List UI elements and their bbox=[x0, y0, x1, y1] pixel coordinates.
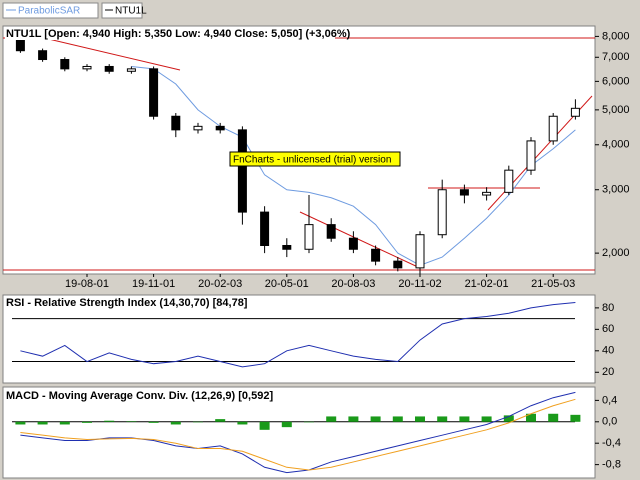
x-tick-label: 21-05-03 bbox=[531, 278, 575, 290]
histogram-bar bbox=[503, 415, 514, 422]
y-tick-label: 2,000 bbox=[602, 247, 630, 259]
trend-line bbox=[299, 211, 421, 269]
header-bg bbox=[5, 27, 335, 40]
trend-line bbox=[39, 36, 181, 71]
candle-body bbox=[260, 211, 270, 246]
histogram-bar bbox=[148, 421, 159, 423]
y-tick-label: 5,000 bbox=[602, 104, 630, 116]
histogram-bar bbox=[259, 421, 270, 430]
legend-label: NTU1L bbox=[115, 6, 147, 17]
price-header: NTU1L [Open: 4,940 High: 5,350 Low: 4,94… bbox=[6, 28, 351, 40]
candle-body bbox=[482, 191, 492, 196]
candle-body bbox=[15, 39, 25, 52]
candle-body bbox=[149, 68, 159, 117]
candle-body bbox=[237, 129, 247, 213]
candle-body bbox=[459, 189, 469, 196]
legend-box bbox=[101, 2, 143, 19]
histogram-bar bbox=[481, 416, 492, 422]
histogram-bar bbox=[415, 416, 425, 422]
x-tick-label: 19-11-01 bbox=[132, 278, 175, 290]
candle-body bbox=[215, 125, 225, 131]
y-tick-label: 6,000 bbox=[602, 75, 630, 87]
histogram-bar bbox=[104, 420, 115, 422]
candle-body bbox=[393, 260, 403, 269]
histogram-bar bbox=[237, 421, 248, 425]
candle-body bbox=[38, 50, 48, 61]
y-tick-label: 0,0 bbox=[602, 416, 617, 428]
candle-body bbox=[304, 224, 314, 250]
candle-body bbox=[504, 169, 514, 193]
candle-body bbox=[282, 244, 292, 250]
histogram-bar bbox=[37, 421, 48, 425]
y-tick-label: 80 bbox=[602, 302, 614, 314]
candle-body bbox=[570, 107, 580, 117]
macd-title: MACD - Moving Average Conv. Div. (12,26,… bbox=[6, 390, 273, 402]
candle-body bbox=[437, 189, 447, 236]
macd-panel bbox=[2, 386, 596, 479]
x-tick-label: 19-08-01 bbox=[65, 278, 109, 290]
histogram-bar bbox=[570, 414, 581, 422]
price-panel bbox=[2, 25, 596, 275]
histogram-bar bbox=[548, 413, 559, 422]
histogram-bar bbox=[82, 421, 92, 423]
histogram-bar bbox=[459, 416, 470, 422]
candle-body bbox=[60, 59, 70, 70]
x-tick-label: 20-02-03 bbox=[198, 278, 242, 290]
sar-line bbox=[131, 65, 576, 266]
candle-body bbox=[371, 248, 381, 262]
y-tick-label: 7,000 bbox=[602, 51, 630, 63]
histogram-bar bbox=[392, 416, 403, 422]
histogram-bar bbox=[281, 421, 292, 428]
y-tick-label: 4,000 bbox=[602, 139, 630, 151]
histogram-bar bbox=[126, 421, 137, 422]
histogram-bar bbox=[348, 416, 359, 422]
histogram-bar bbox=[193, 421, 203, 423]
y-tick-label: 0,4 bbox=[602, 394, 617, 406]
rsi-title: RSI - Relative Strength Index (14,30,70)… bbox=[6, 297, 248, 309]
y-tick-label: 40 bbox=[602, 345, 614, 357]
candle-body bbox=[326, 224, 336, 239]
y-tick-label: 20 bbox=[602, 366, 614, 378]
candle-body bbox=[348, 237, 358, 250]
indicator-line bbox=[20, 302, 576, 368]
histogram-bar bbox=[15, 421, 26, 425]
macd-line bbox=[20, 398, 576, 471]
legend-label: ParabolicSAR bbox=[18, 6, 80, 17]
y-tick-label: 3,000 bbox=[602, 184, 630, 196]
histogram-bar bbox=[526, 413, 536, 422]
candle-body bbox=[193, 125, 203, 131]
watermark-box bbox=[229, 151, 401, 167]
histogram-bar bbox=[326, 416, 337, 422]
x-tick-label: 20-05-01 bbox=[265, 278, 309, 290]
watermark-text: FnCharts - unlicensed (trial) version bbox=[233, 155, 391, 166]
histogram-bar bbox=[437, 416, 448, 422]
candle-body bbox=[548, 115, 558, 142]
histogram-bar bbox=[304, 421, 314, 423]
y-tick-label: -0,4 bbox=[602, 437, 621, 449]
x-tick-label: 20-11-02 bbox=[398, 278, 441, 290]
candle-body bbox=[104, 65, 114, 72]
legend-box bbox=[2, 2, 99, 19]
candle-body bbox=[171, 115, 181, 131]
candle-body bbox=[526, 140, 536, 171]
histogram-bar bbox=[370, 416, 381, 422]
watermark: FnCharts - unlicensed (trial) version bbox=[229, 151, 401, 167]
histogram-bar bbox=[59, 421, 70, 425]
rsi-panel bbox=[2, 294, 596, 384]
candle-body bbox=[415, 234, 425, 269]
candle-body bbox=[126, 68, 136, 72]
x-tick-label: 21-02-01 bbox=[465, 278, 509, 290]
y-tick-label: 8,000 bbox=[602, 30, 630, 42]
y-tick-label: -0,8 bbox=[602, 459, 621, 471]
histogram-bar bbox=[170, 421, 181, 425]
candle-body bbox=[82, 65, 92, 70]
x-tick-label: 20-08-03 bbox=[331, 278, 375, 290]
macd-line bbox=[20, 391, 576, 474]
histogram-bar bbox=[215, 419, 226, 422]
y-tick-label: 60 bbox=[602, 323, 614, 335]
